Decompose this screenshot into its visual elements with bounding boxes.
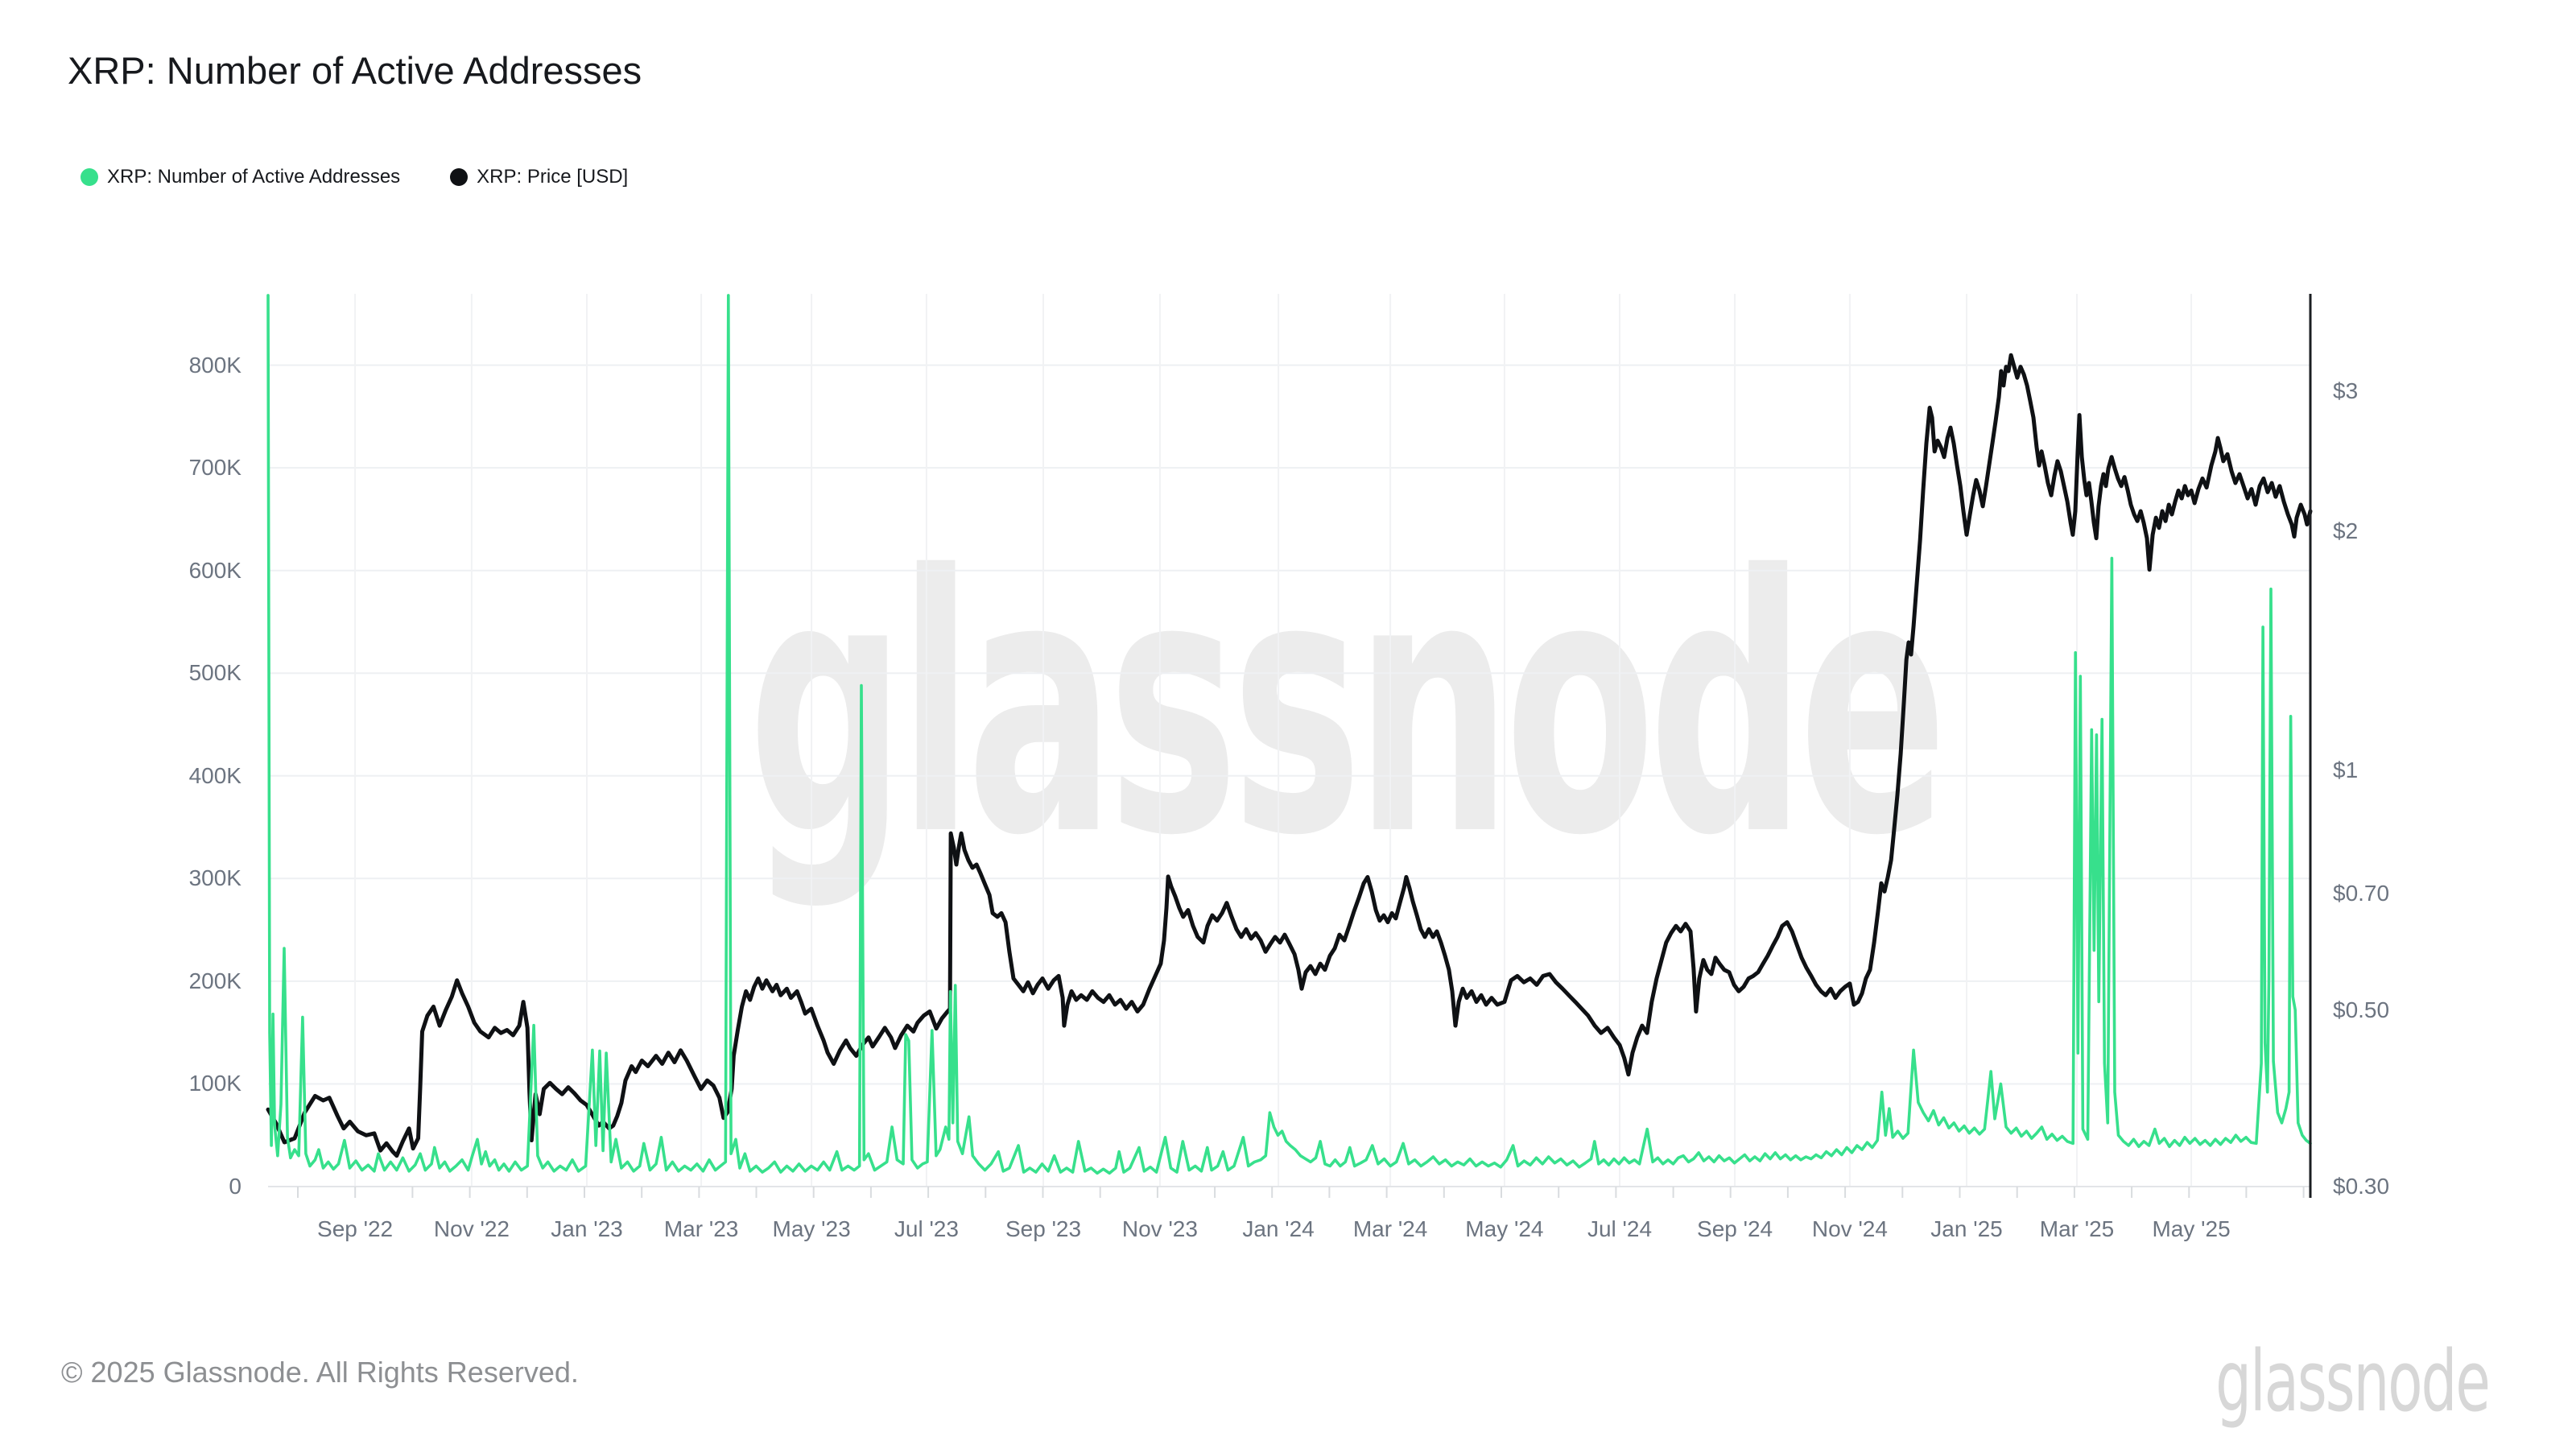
legend-marker-price-icon <box>450 168 469 186</box>
footer-copyright: © 2025 Glassnode. All Rights Reserved. <box>61 1356 579 1389</box>
glassnode-logo: glassnode <box>2215 1332 2491 1430</box>
legend-label-active-addresses: XRP: Number of Active Addresses <box>107 166 401 188</box>
page-title: XRP: Number of Active Addresses <box>68 49 642 92</box>
glassnode-watermark: glassnode <box>748 501 1947 913</box>
active-addresses-line <box>266 294 2312 1175</box>
legend: XRP: Number of Active Addresses XRP: Pri… <box>80 166 628 188</box>
price-line <box>266 353 2313 1158</box>
legend-label-price: XRP: Price [USD] <box>477 166 629 188</box>
legend-marker-active-addresses-icon <box>80 168 98 186</box>
legend-item-price[interactable]: XRP: Price [USD] <box>450 166 628 188</box>
legend-item-active-addresses[interactable]: XRP: Number of Active Addresses <box>80 166 400 188</box>
